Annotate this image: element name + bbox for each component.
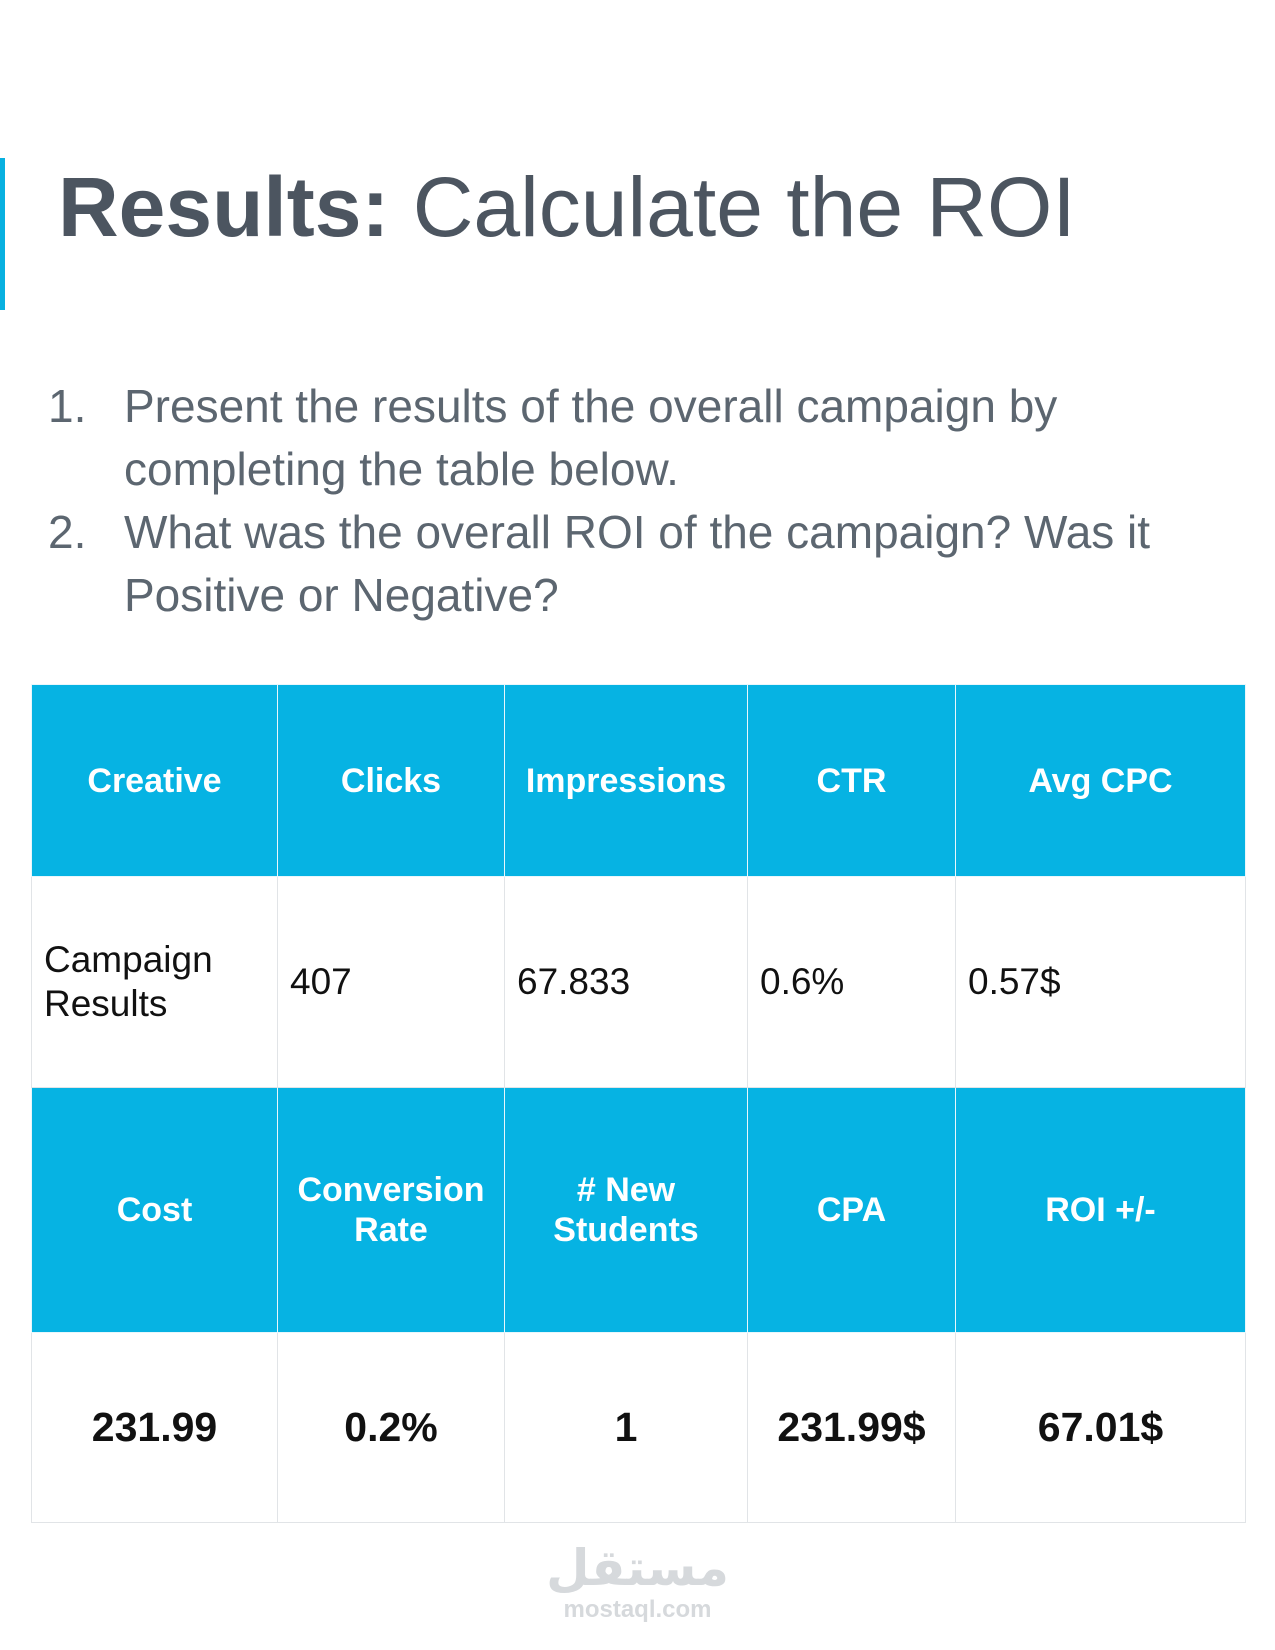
cell-ctr: 0.6% bbox=[747, 876, 956, 1088]
cell-cost: 231.99 bbox=[31, 1332, 278, 1523]
cell-cpa: 231.99$ bbox=[747, 1332, 956, 1523]
cell-clicks: 407 bbox=[277, 876, 505, 1088]
question-number: 1. bbox=[48, 380, 87, 432]
header-cell-new-students: # New Students bbox=[504, 1087, 748, 1333]
question-text: What was the overall ROI of the campaign… bbox=[124, 506, 1151, 621]
watermark-logo: مستقل bbox=[546, 1539, 729, 1597]
question-number: 2. bbox=[48, 506, 87, 558]
table-header-row: Cost Conversion Rate # New Students CPA … bbox=[31, 1087, 1246, 1333]
table-row: Campaign Results 407 67.833 0.6% 0.57$ bbox=[31, 876, 1246, 1088]
table-row: 231.99 0.2% 1 231.99$ 67.01$ bbox=[31, 1332, 1246, 1523]
page-title: Results: Calculate the ROI bbox=[58, 155, 1076, 260]
header-cell-creative: Creative bbox=[31, 684, 278, 877]
header-cell-roi: ROI +/- bbox=[955, 1087, 1246, 1333]
question-item: 1. Present the results of the overall ca… bbox=[48, 375, 1228, 501]
header-cell-avg-cpc: Avg CPC bbox=[955, 684, 1246, 877]
results-table: Creative Clicks Impressions CTR Avg CPC … bbox=[31, 684, 1246, 1523]
question-list: 1. Present the results of the overall ca… bbox=[48, 375, 1228, 627]
header-cell-conversion-rate: Conversion Rate bbox=[277, 1087, 505, 1333]
question-item: 2. What was the overall ROI of the campa… bbox=[48, 501, 1228, 627]
page-title-bold: Results: bbox=[58, 160, 390, 254]
title-accent-bar bbox=[0, 158, 5, 310]
header-cell-impressions: Impressions bbox=[504, 684, 748, 877]
header-cell-cost: Cost bbox=[31, 1087, 278, 1333]
cell-impressions: 67.833 bbox=[504, 876, 748, 1088]
cell-conversion-rate: 0.2% bbox=[277, 1332, 505, 1523]
cell-avg-cpc: 0.57$ bbox=[955, 876, 1246, 1088]
page-title-rest: Calculate the ROI bbox=[389, 160, 1076, 254]
cell-roi: 67.01$ bbox=[955, 1332, 1246, 1523]
cell-creative: Campaign Results bbox=[31, 876, 278, 1088]
header-cell-cpa: CPA bbox=[747, 1087, 956, 1333]
cell-new-students: 1 bbox=[504, 1332, 748, 1523]
question-text: Present the results of the overall campa… bbox=[124, 380, 1058, 495]
header-cell-clicks: Clicks bbox=[277, 684, 505, 877]
watermark: مستقل mostaql.com bbox=[0, 1540, 1275, 1624]
header-cell-ctr: CTR bbox=[747, 684, 956, 877]
watermark-url: mostaql.com bbox=[563, 1596, 712, 1623]
table-header-row: Creative Clicks Impressions CTR Avg CPC bbox=[31, 684, 1246, 877]
